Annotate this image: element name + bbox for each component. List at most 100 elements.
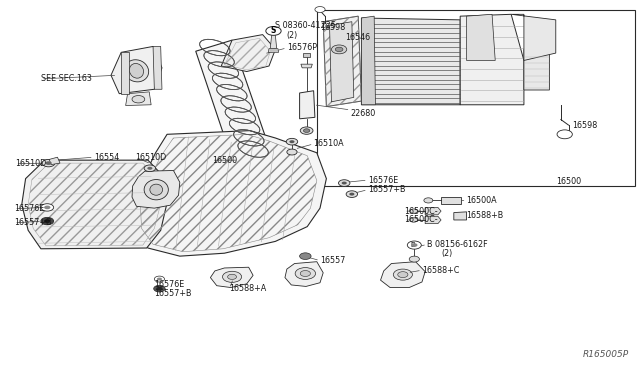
Text: (2): (2) (287, 31, 298, 40)
Circle shape (409, 256, 419, 262)
Circle shape (44, 206, 51, 209)
Text: 16598: 16598 (320, 23, 345, 32)
Polygon shape (362, 16, 376, 105)
Circle shape (156, 287, 163, 291)
Polygon shape (153, 46, 162, 89)
Text: 16576P: 16576P (287, 44, 317, 52)
Ellipse shape (150, 184, 163, 195)
Polygon shape (270, 35, 276, 49)
Text: 16576E: 16576E (14, 204, 44, 214)
Polygon shape (268, 49, 278, 52)
Circle shape (147, 167, 152, 170)
Circle shape (332, 45, 347, 54)
Text: 16510D: 16510D (135, 153, 166, 162)
Text: B: B (410, 242, 415, 248)
Circle shape (315, 7, 325, 13)
Circle shape (300, 270, 310, 276)
Text: 16500A: 16500A (467, 196, 497, 205)
Ellipse shape (144, 180, 168, 200)
Circle shape (339, 180, 350, 186)
Circle shape (300, 127, 313, 134)
Circle shape (410, 209, 417, 213)
Text: (2): (2) (441, 249, 452, 258)
Circle shape (289, 140, 294, 143)
Circle shape (557, 130, 572, 139)
Polygon shape (460, 14, 524, 105)
Polygon shape (285, 262, 323, 286)
Polygon shape (300, 91, 315, 119)
Circle shape (266, 26, 281, 35)
Text: 16598: 16598 (572, 121, 598, 130)
Circle shape (42, 160, 55, 167)
Polygon shape (454, 212, 467, 220)
Polygon shape (125, 92, 151, 106)
Polygon shape (303, 53, 310, 57)
Circle shape (154, 276, 164, 282)
Circle shape (295, 267, 316, 279)
Text: 16588+C: 16588+C (422, 266, 460, 275)
Polygon shape (121, 52, 129, 94)
Polygon shape (330, 22, 354, 102)
Circle shape (132, 96, 145, 103)
Text: 16546: 16546 (346, 33, 371, 42)
Polygon shape (362, 18, 460, 105)
Polygon shape (221, 35, 275, 71)
Circle shape (154, 285, 165, 292)
Polygon shape (381, 262, 425, 288)
Text: 16500: 16500 (212, 155, 237, 165)
Circle shape (410, 218, 417, 222)
Circle shape (44, 219, 51, 223)
Circle shape (286, 138, 298, 145)
Polygon shape (425, 216, 441, 224)
Polygon shape (441, 197, 461, 204)
Ellipse shape (129, 64, 143, 78)
Text: S 08360-41225: S 08360-41225 (275, 21, 336, 30)
Circle shape (411, 243, 417, 247)
Circle shape (41, 217, 54, 225)
Text: 16588+B: 16588+B (467, 211, 504, 220)
Circle shape (303, 129, 310, 132)
Polygon shape (467, 14, 495, 61)
Ellipse shape (124, 60, 148, 82)
Circle shape (228, 274, 237, 279)
Text: 16576E: 16576E (368, 176, 398, 185)
Bar (317, 10, 636, 186)
Circle shape (397, 272, 408, 278)
Polygon shape (49, 157, 60, 164)
Circle shape (41, 204, 54, 211)
Circle shape (144, 165, 156, 171)
Circle shape (346, 191, 358, 198)
Circle shape (394, 269, 412, 280)
Polygon shape (301, 64, 312, 68)
Text: 16500: 16500 (556, 177, 581, 186)
Polygon shape (425, 208, 441, 215)
Polygon shape (511, 14, 556, 61)
Polygon shape (132, 170, 180, 208)
Circle shape (349, 193, 355, 196)
Polygon shape (196, 40, 268, 156)
Text: 16557+B: 16557+B (14, 218, 52, 227)
Text: 16576E: 16576E (154, 280, 184, 289)
Text: 16588+A: 16588+A (230, 284, 267, 293)
Text: 16510D: 16510D (15, 159, 47, 169)
Polygon shape (524, 49, 549, 90)
Text: 16557: 16557 (320, 256, 346, 265)
Polygon shape (211, 267, 253, 288)
Text: S: S (271, 26, 276, 35)
Text: SEE SEC.163: SEE SEC.163 (41, 74, 92, 83)
Polygon shape (323, 16, 362, 107)
Circle shape (407, 241, 421, 249)
Polygon shape (22, 160, 167, 249)
Text: 16500C-: 16500C- (404, 215, 438, 224)
Circle shape (287, 149, 297, 155)
Text: 16554: 16554 (94, 153, 119, 162)
Text: 16557+B: 16557+B (368, 185, 405, 194)
Circle shape (342, 182, 347, 185)
Circle shape (335, 47, 343, 52)
Polygon shape (134, 131, 326, 256)
Polygon shape (111, 46, 162, 94)
Circle shape (424, 198, 433, 203)
Text: 16510A: 16510A (314, 140, 344, 148)
Text: B 08156-6162F: B 08156-6162F (427, 240, 488, 249)
Text: R165005P: R165005P (583, 350, 629, 359)
